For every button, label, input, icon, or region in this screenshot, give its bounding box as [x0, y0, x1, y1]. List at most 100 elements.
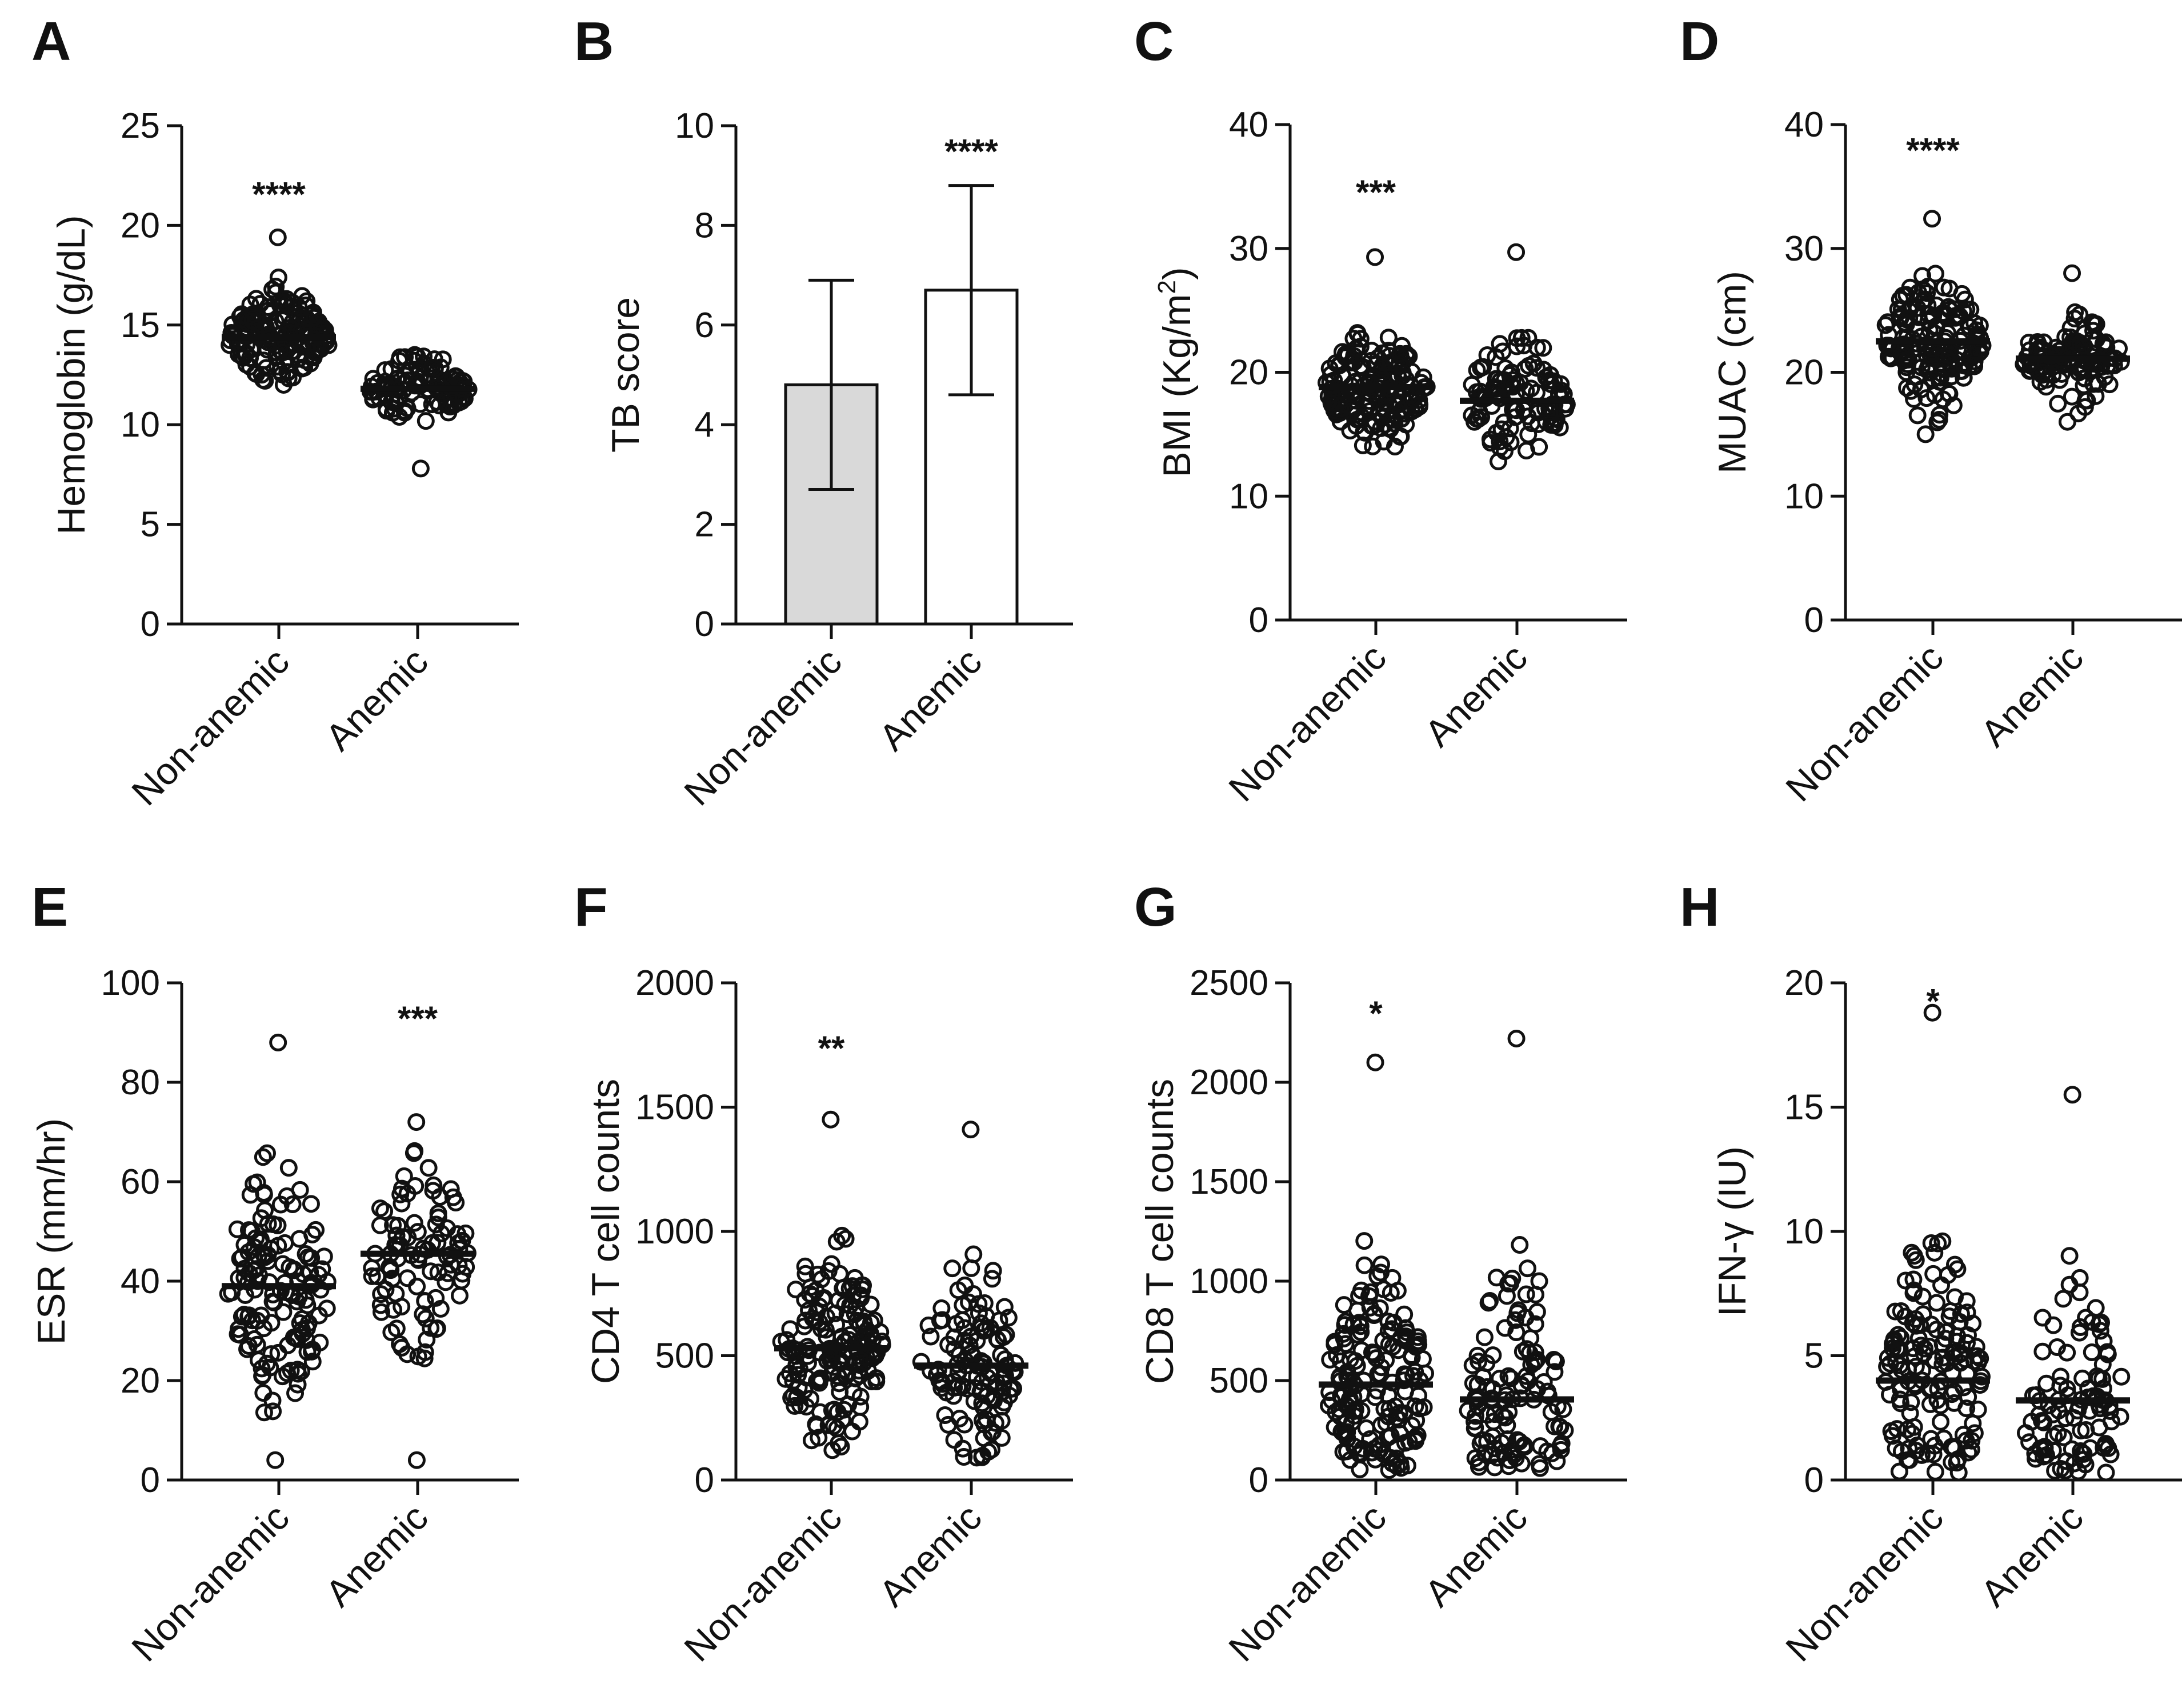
data-point	[1527, 1286, 1545, 1304]
data-point	[2063, 1440, 2081, 1458]
data-point	[1403, 1417, 1421, 1435]
data-point	[414, 1305, 432, 1323]
data-point	[1403, 392, 1421, 410]
data-point	[1321, 1350, 1339, 1369]
data-point	[432, 1225, 450, 1243]
data-point	[2075, 325, 2093, 343]
data-point	[1368, 1267, 1387, 1285]
data-point	[1923, 1003, 1941, 1022]
panel-h: H 0 5 10 15 20 IFN-γ (IU) Non-anemic Anemic *	[1680, 877, 2182, 1670]
data-point	[1341, 1451, 1359, 1469]
panel-letter: D	[1680, 11, 1719, 72]
data-point	[1883, 349, 1901, 367]
data-point	[912, 1353, 930, 1371]
data-point	[1898, 1421, 1916, 1439]
panel-letter: F	[574, 877, 608, 938]
panel-g: G 0 500 1000 1500 2000 2500 CD8 T cell counts No…	[1134, 877, 1627, 1670]
y-tick-label: 6	[695, 306, 714, 345]
data-point	[1520, 357, 1538, 375]
data-point	[1508, 337, 1526, 355]
data-point	[450, 1286, 469, 1305]
data-point	[240, 1264, 258, 1282]
data-point	[975, 1294, 994, 1312]
panel-d: D 0 10 20 30 40 MUAC (cm) Non-anemic Anemic ****	[1680, 11, 2182, 810]
data-point	[1923, 210, 1941, 228]
data-point	[1876, 316, 1895, 334]
significance-marker: ****	[1906, 131, 1960, 169]
data-point	[449, 1234, 467, 1253]
data-point	[264, 1215, 282, 1233]
data-point	[1892, 1302, 1910, 1320]
data-point	[1502, 1274, 1520, 1293]
data-point	[1491, 433, 1509, 451]
data-point	[1528, 359, 1546, 377]
data-point	[862, 1295, 880, 1314]
data-point	[377, 1281, 395, 1299]
data-point	[1351, 330, 1370, 348]
y-tick-label: 2500	[1190, 963, 1268, 1003]
data-point	[260, 1273, 278, 1291]
data-point	[865, 1311, 883, 1330]
data-point	[2077, 1309, 2095, 1327]
data-point	[2049, 394, 2067, 413]
data-point	[1470, 410, 1488, 428]
y-tick-label: 5	[1804, 1337, 1824, 1376]
data-point	[1540, 403, 1559, 422]
data-point	[846, 1305, 864, 1323]
data-point	[956, 1276, 974, 1294]
y-tick-label: 10	[121, 405, 160, 445]
data-point	[1391, 345, 1409, 363]
data-point	[1400, 1433, 1418, 1451]
data-point	[1546, 1417, 1564, 1435]
data-point	[1967, 1338, 1985, 1356]
category-label: Non-anemic	[1777, 636, 1951, 810]
data-point	[2071, 1283, 2089, 1302]
data-point	[2079, 1379, 2097, 1398]
data-point	[1475, 1328, 1494, 1346]
data-point	[1486, 1405, 1504, 1423]
data-point	[2093, 1355, 2112, 1374]
y-axis-title: Hemoglobin (g/dL)	[50, 215, 93, 534]
data-point	[1892, 1442, 1911, 1461]
data-point	[283, 369, 302, 387]
data-point	[1905, 1375, 1924, 1393]
data-point	[1878, 1357, 1896, 1375]
data-point	[1546, 1363, 1564, 1381]
data-point	[411, 459, 430, 478]
data-point	[1914, 291, 1932, 310]
data-point	[1519, 425, 1538, 443]
data-point	[2065, 309, 2084, 327]
data-point	[2058, 413, 2076, 431]
data-point	[387, 1285, 405, 1303]
data-point	[1387, 381, 1406, 399]
data-point	[1345, 347, 1363, 365]
data-point	[2051, 1367, 2069, 1386]
data-point	[423, 358, 441, 377]
data-point	[1939, 298, 1957, 316]
data-point	[2069, 1462, 2087, 1481]
data-point	[407, 1113, 426, 1131]
data-point	[259, 301, 278, 319]
data-point	[1925, 1243, 1944, 1262]
data-point	[1545, 1350, 1563, 1369]
data-point	[1931, 406, 1949, 424]
data-point	[1515, 1438, 1534, 1456]
data-point	[2052, 1460, 2070, 1478]
category-label: Anemic	[1416, 636, 1535, 755]
data-point	[1336, 1316, 1354, 1334]
data-point	[977, 1320, 995, 1338]
data-point	[242, 340, 260, 358]
data-point	[1916, 425, 1935, 443]
category-label: Anemic	[317, 1496, 436, 1615]
data-point	[1379, 1407, 1398, 1426]
data-point	[1904, 1270, 1923, 1289]
data-point	[995, 1393, 1013, 1411]
y-tick-label: 0	[141, 1461, 160, 1500]
data-point	[1956, 290, 1974, 309]
data-point	[984, 1262, 1002, 1280]
data-point	[1534, 339, 1552, 357]
data-point	[297, 296, 315, 314]
data-point	[1911, 1316, 1929, 1334]
data-point	[1892, 1394, 1910, 1413]
data-point	[1922, 1234, 1940, 1253]
